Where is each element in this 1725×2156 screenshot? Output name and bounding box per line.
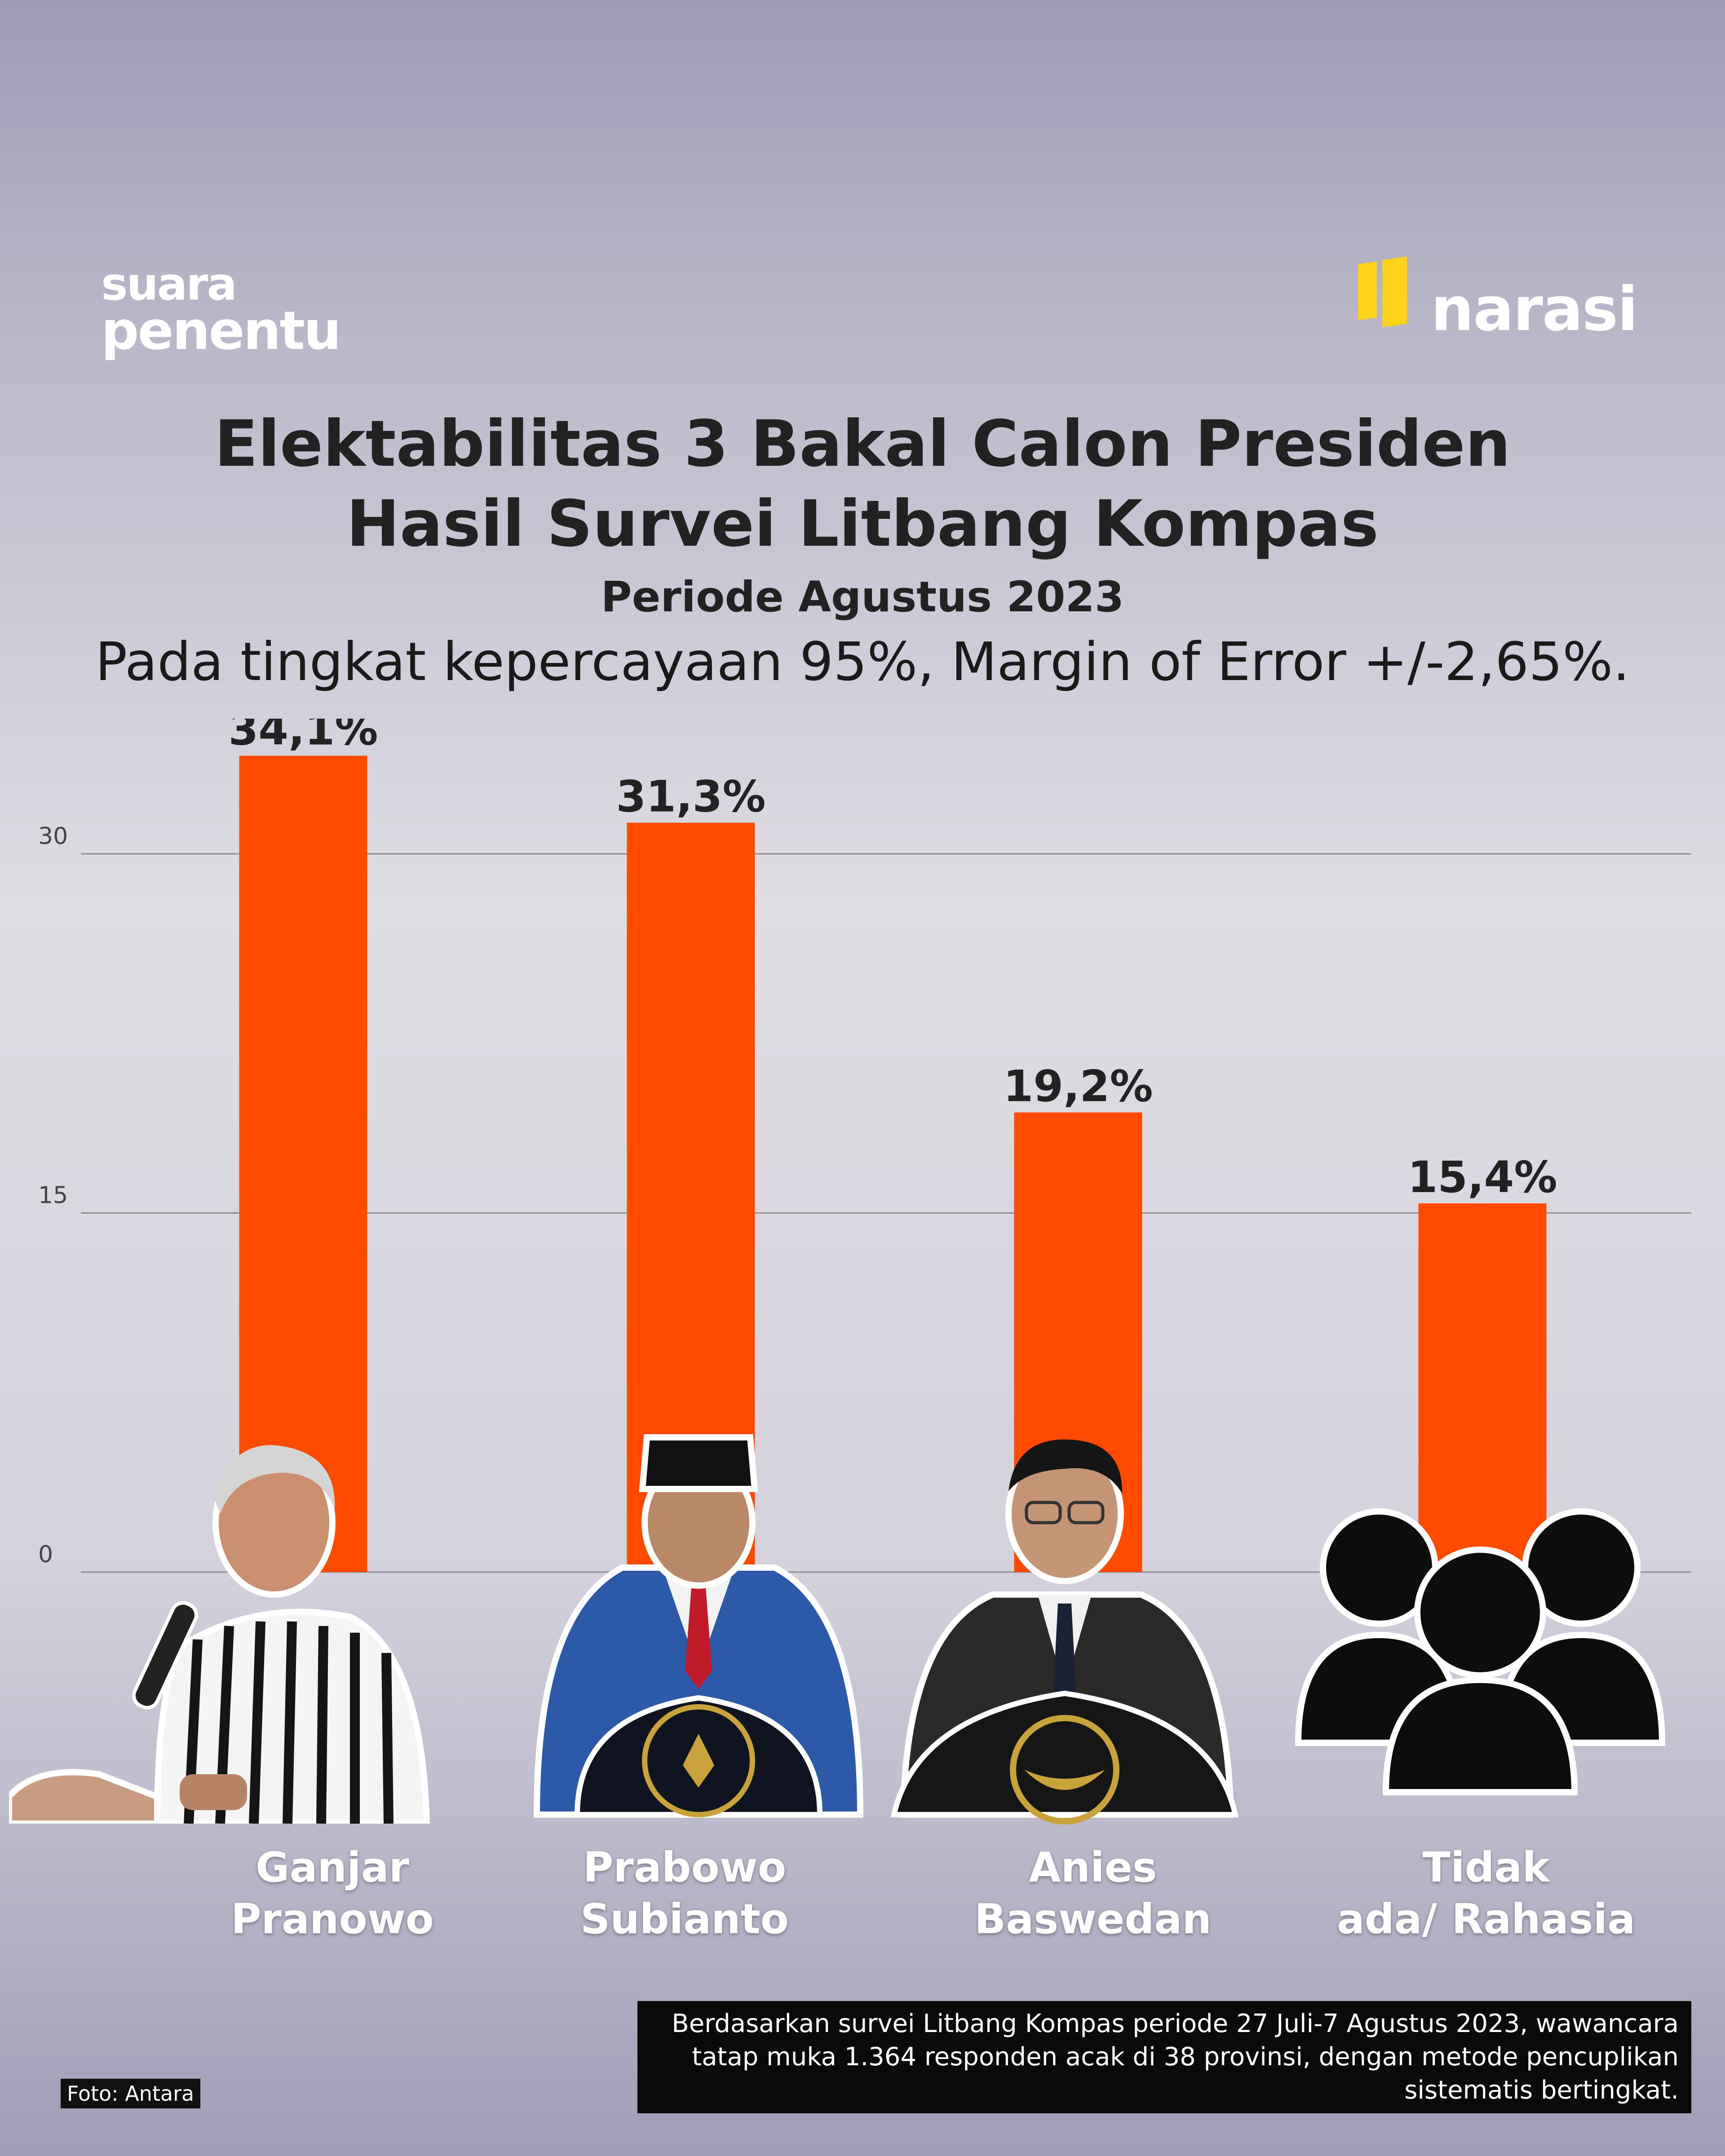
suara-penentu-logo: suara penentu xyxy=(101,258,341,362)
narasi-mark-right xyxy=(1382,256,1407,327)
data-label-1: 34,1% xyxy=(228,719,378,755)
survey-footnote: Berdasarkan survei Litbang Kompas period… xyxy=(637,2001,1691,2113)
y-tick-label-30: 30 xyxy=(38,823,68,850)
category-label-tidak-ada: Tidak ada/ Rahasia xyxy=(1329,1842,1643,1945)
title-line-1: Elektabilitas 3 Bakal Calon Presiden xyxy=(214,407,1511,481)
ganjar-photo xyxy=(9,1445,430,1824)
category-label-prabowo-line1: Prabowo xyxy=(583,1843,787,1891)
people-group-icon xyxy=(1295,1508,1666,1795)
narasi-mark-left xyxy=(1358,261,1377,320)
prabowo-photo xyxy=(533,1434,864,1818)
category-label-ganjar-line1: Ganjar xyxy=(255,1843,410,1891)
logo-suara-line2: penentu xyxy=(101,300,341,362)
y-tick-label-0: 0 xyxy=(38,1541,53,1568)
category-label-tidak-ada-line2: ada/ Rahasia xyxy=(1336,1895,1636,1943)
period-subtitle: Periode Agustus 2023 xyxy=(601,573,1124,622)
narasi-logo: narasi xyxy=(1354,254,1638,348)
photo-credit: Foto: Antara xyxy=(61,2079,201,2108)
bar-4 xyxy=(1418,1203,1547,1572)
bar-chart: 0 15 30 34,1% 31,3% 19,2% 15,4% xyxy=(38,719,1691,1573)
narasi-wordmark: narasi xyxy=(1431,274,1638,345)
y-tick-label-15: 15 xyxy=(38,1182,68,1209)
data-label-4: 15,4% xyxy=(1407,1152,1557,1202)
data-label-3: 19,2% xyxy=(1003,1061,1153,1112)
bar-1 xyxy=(239,755,367,1572)
category-label-prabowo-line2: Subianto xyxy=(580,1895,789,1943)
category-label-ganjar-line2: Pranowo xyxy=(231,1895,434,1943)
category-label-anies-line1: Anies xyxy=(1029,1843,1157,1891)
title-line-2: Hasil Survei Litbang Kompas xyxy=(346,486,1379,561)
logo-suara-line1: suara xyxy=(101,258,237,310)
category-label-prabowo: Prabowo Subianto xyxy=(527,1842,842,1945)
margin-of-error-note: Pada tingkat kepercayaan 95%, Margin of … xyxy=(95,631,1630,693)
category-label-ganjar: Ganjar Pranowo xyxy=(175,1842,490,1945)
anies-photo xyxy=(890,1439,1239,1825)
category-label-tidak-ada-line1: Tidak xyxy=(1422,1843,1550,1891)
title-block: Elektabilitas 3 Bakal Calon Presiden Has… xyxy=(0,404,1725,693)
category-label-anies: Anies Baswedan xyxy=(936,1842,1250,1945)
category-label-anies-line2: Baswedan xyxy=(974,1895,1212,1943)
data-label-2: 31,3% xyxy=(616,772,765,822)
